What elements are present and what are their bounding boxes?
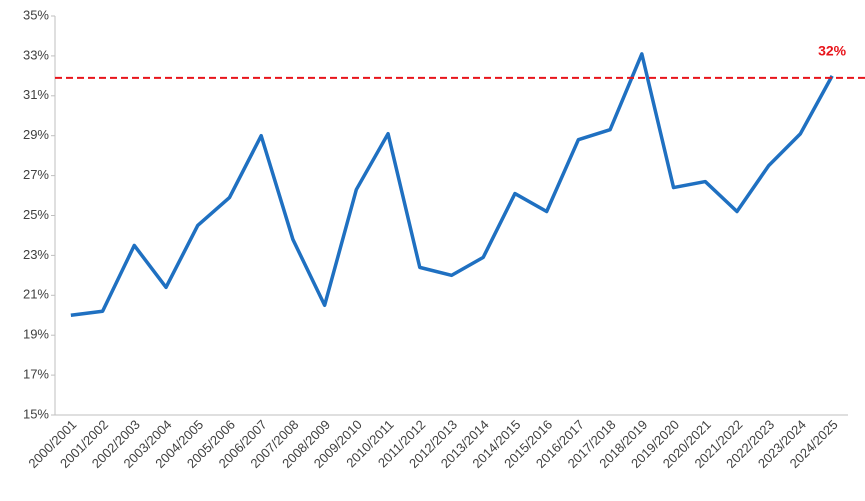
y-tick-label: 17% xyxy=(23,367,49,382)
y-tick-label: 19% xyxy=(23,327,49,342)
y-tick-label: 29% xyxy=(23,127,49,142)
line-series xyxy=(70,52,834,317)
y-tick-label: 25% xyxy=(23,207,49,222)
y-tick-label: 15% xyxy=(23,406,49,421)
y-tick-label: 27% xyxy=(23,167,49,182)
y-tick-label: 23% xyxy=(23,247,49,262)
y-tick-label: 35% xyxy=(23,7,49,22)
reference-label: 32% xyxy=(818,43,847,59)
y-tick-label: 31% xyxy=(23,87,49,102)
y-tick-label: 21% xyxy=(23,287,49,302)
y-tick-label: 33% xyxy=(23,47,49,62)
